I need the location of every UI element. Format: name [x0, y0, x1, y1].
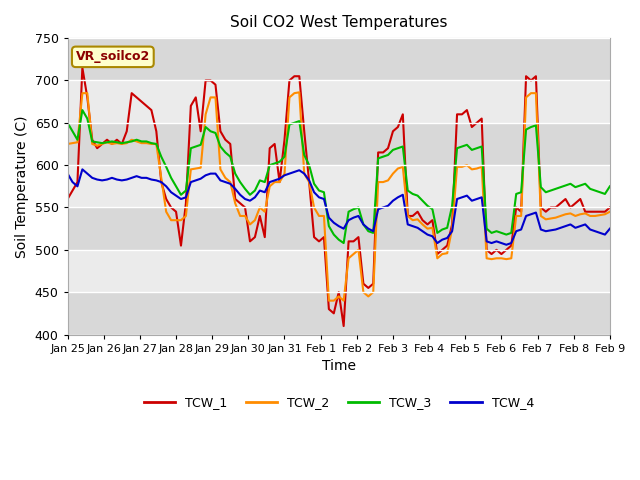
TCW_3 [79, 107, 86, 113]
TCW_1 [64, 196, 72, 202]
TCW_1 [389, 128, 397, 134]
TCW_3 [340, 240, 348, 246]
Y-axis label: Soil Temperature (C): Soil Temperature (C) [15, 115, 29, 258]
TCW_4 [320, 196, 328, 202]
Line: TCW_4: TCW_4 [68, 169, 610, 245]
Bar [68, 250, 610, 292]
Bar [68, 81, 610, 123]
TCW_3 [271, 161, 278, 167]
TCW_4 [207, 171, 214, 177]
TCW_2 [202, 111, 209, 117]
TCW_1 [596, 209, 604, 215]
TCW_2 [606, 209, 614, 215]
TCW_2 [64, 141, 72, 147]
Title: Soil CO2 West Temperatures: Soil CO2 West Temperatures [230, 15, 447, 30]
TCW_3 [596, 190, 604, 195]
Line: TCW_3: TCW_3 [68, 110, 610, 243]
TCW_4 [271, 178, 278, 183]
TCW_2 [596, 212, 604, 218]
TCW_3 [389, 147, 397, 153]
Bar [68, 292, 610, 335]
X-axis label: Time: Time [322, 359, 356, 373]
Bar [68, 207, 610, 250]
TCW_2 [266, 183, 273, 189]
TCW_3 [606, 183, 614, 189]
TCW_4 [606, 226, 614, 231]
TCW_4 [502, 242, 510, 248]
TCW_4 [192, 178, 200, 183]
Bar [68, 38, 610, 81]
Legend: TCW_1, TCW_2, TCW_3, TCW_4: TCW_1, TCW_2, TCW_3, TCW_4 [139, 391, 539, 414]
TCW_1 [192, 95, 200, 100]
TCW_3 [207, 128, 214, 134]
Line: TCW_2: TCW_2 [68, 92, 610, 300]
Bar [68, 123, 610, 165]
TCW_3 [192, 144, 200, 149]
TCW_1 [606, 204, 614, 210]
TCW_3 [320, 190, 328, 195]
Bar [68, 165, 610, 207]
TCW_1 [79, 65, 86, 71]
TCW_2 [325, 298, 333, 303]
TCW_2 [320, 213, 328, 219]
TCW_2 [187, 167, 195, 172]
TCW_4 [64, 171, 72, 177]
TCW_4 [596, 230, 604, 236]
TCW_4 [79, 167, 86, 172]
Line: TCW_1: TCW_1 [68, 68, 610, 326]
TCW_1 [320, 234, 328, 240]
TCW_2 [296, 89, 303, 95]
TCW_3 [64, 120, 72, 126]
TCW_1 [271, 141, 278, 147]
Text: VR_soilco2: VR_soilco2 [76, 50, 150, 63]
TCW_4 [384, 203, 392, 209]
TCW_2 [389, 171, 397, 177]
TCW_1 [340, 323, 348, 329]
TCW_1 [207, 78, 214, 84]
